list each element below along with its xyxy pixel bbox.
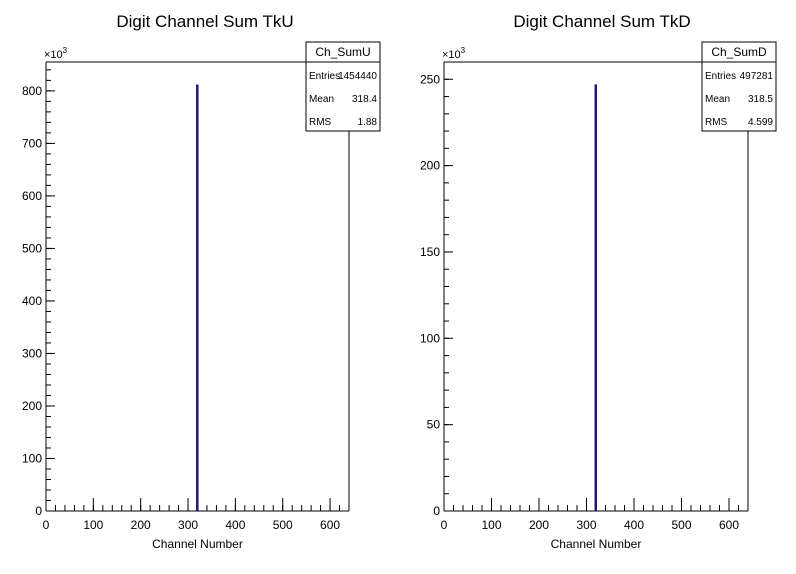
y-tick-label: 500 [22, 241, 42, 255]
stats-rms-label: RMS [309, 117, 332, 128]
histogram-bar [196, 84, 199, 511]
stats-rms-label: RMS [705, 117, 728, 128]
histogram-panel-2: Digit Channel Sum TkD 0 50 100 150 200 250 0 100… [420, 12, 777, 551]
y-tick-label: 250 [420, 72, 440, 86]
histogram-bar [594, 84, 598, 511]
stats-histogram-name: Ch_SumD [711, 45, 767, 59]
x-tick-label: 100 [83, 518, 103, 532]
stats-frame [701, 41, 777, 132]
chart-title: Digit Channel Sum TkU [116, 12, 293, 31]
y-tick-label: 200 [420, 159, 440, 173]
x-tick-label: 0 [441, 518, 448, 532]
stats-rms-value: 1.88 [358, 117, 378, 128]
x-tick-label: 400 [624, 518, 644, 532]
stats-histogram-name: Ch_SumU [315, 45, 370, 59]
y-tick-label: 100 [22, 451, 42, 465]
x-axis-title: Channel Number [551, 537, 642, 551]
x-tick-label: 600 [719, 518, 739, 532]
stats-entries-value: 497281 [740, 71, 774, 82]
y-tick-label: 600 [22, 189, 42, 203]
y-tick-label: 700 [22, 136, 42, 150]
y-tick-label: 200 [22, 399, 42, 413]
x-tick-label: 500 [273, 518, 293, 532]
x-tick-label: 300 [576, 518, 596, 532]
stats-mean-value: 318.4 [352, 94, 377, 105]
x-tick-label: 500 [671, 518, 691, 532]
x-tick-label: 0 [43, 518, 50, 532]
x-tick-label: 300 [178, 518, 198, 532]
y-tick-label: 100 [420, 331, 440, 345]
stats-entries-label: Entries [705, 71, 736, 82]
y-tick-label: 400 [22, 294, 42, 308]
x-tick-label: 400 [225, 518, 245, 532]
y-tick-label: 300 [22, 346, 42, 360]
x-tick-label: 600 [320, 518, 340, 532]
stats-box: Ch_SumD Entries 497281 Mean 318.5 RMS 4.599 [701, 41, 777, 132]
stats-rms-value: 4.599 [748, 117, 773, 128]
x-axis-title: Channel Number [152, 537, 243, 551]
x-tick-label: 100 [481, 518, 501, 532]
stats-mean-value: 318.5 [748, 94, 773, 105]
stats-entries-label: Entries [309, 71, 340, 82]
chart-title: Digit Channel Sum TkD [513, 12, 690, 31]
y-tick-label: 0 [35, 504, 42, 518]
y-tick-label: 0 [433, 504, 440, 518]
stats-mean-label: Mean [705, 94, 730, 105]
stats-entries-value: 1454440 [338, 71, 377, 82]
x-tick-label: 200 [131, 518, 151, 532]
x-tick-label: 200 [529, 518, 549, 532]
y-tick-label: 150 [420, 245, 440, 259]
stats-frame [305, 41, 381, 132]
histogram-panel-1: Digit Channel Sum TkU 0 100 200 300 400 500 600… [22, 12, 381, 551]
y-exponent-label: ×103 [442, 46, 466, 61]
y-tick-label: 800 [22, 84, 42, 98]
stats-mean-label: Mean [309, 94, 334, 105]
y-tick-label: 50 [427, 418, 441, 432]
y-exponent-label: ×103 [44, 46, 68, 61]
